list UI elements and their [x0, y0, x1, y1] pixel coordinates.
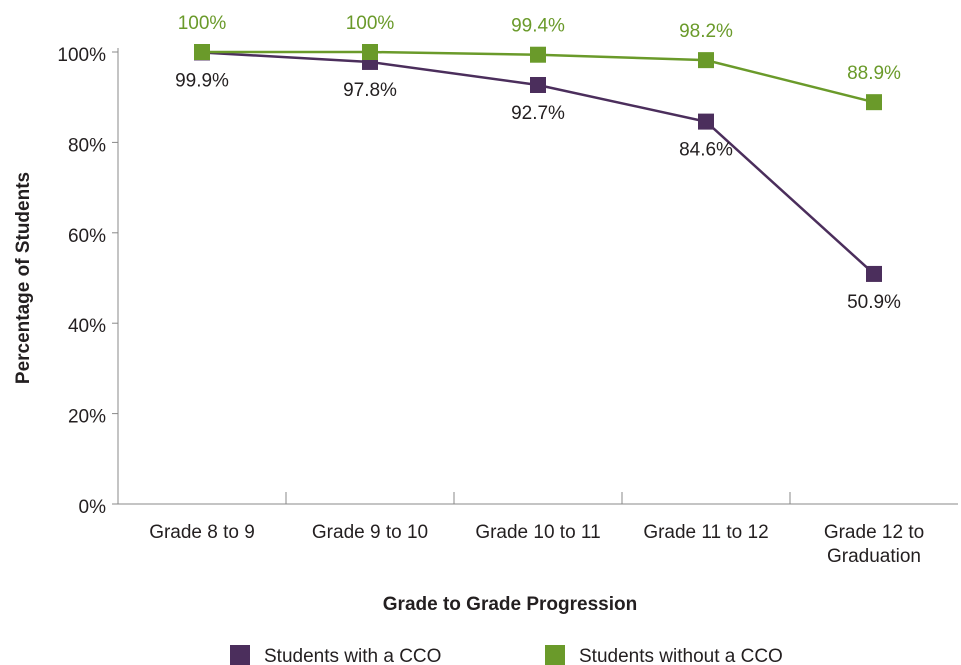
y-tick-label: 20% — [68, 407, 106, 428]
data-label: 99.4% — [511, 16, 565, 37]
y-tick-label: 100% — [57, 45, 106, 66]
data-label: 100% — [178, 13, 227, 34]
x-tick-label: Grade 10 to 11 — [475, 522, 601, 543]
legend-swatch — [545, 645, 565, 665]
data-label: 88.9% — [847, 63, 901, 84]
legend-swatch — [230, 645, 250, 665]
data-label: 92.7% — [511, 103, 565, 124]
legend-label: Students without a CCO — [579, 646, 783, 665]
y-tick-label: 40% — [68, 316, 106, 337]
data-point — [194, 44, 210, 60]
data-label: 98.2% — [679, 21, 733, 42]
x-tick-label: Grade 12 to Graduation — [823, 522, 925, 567]
data-label: 99.9% — [175, 70, 229, 91]
data-label: 50.9% — [847, 292, 901, 313]
data-point — [530, 46, 546, 63]
y-tick-label: 80% — [68, 135, 106, 156]
data-point — [362, 44, 378, 60]
data-point — [698, 52, 714, 69]
y-tick-label: 0% — [79, 497, 107, 518]
x-tick-label: Grade 9 to 10 — [311, 522, 429, 543]
data-label: 100% — [346, 13, 395, 34]
x-tick-label: Grade 11 to 12 — [643, 522, 769, 543]
data-point — [698, 113, 714, 130]
data-point — [866, 265, 882, 282]
x-axis-title: Grade to Grade Progression — [383, 594, 637, 615]
x-tick-label: Grade 8 to 9 — [149, 522, 255, 543]
legend-label: Students with a CCO — [264, 646, 441, 665]
data-label: 97.8% — [343, 80, 397, 101]
data-label: 84.6% — [679, 140, 733, 161]
y-axis-title: Percentage of Students — [13, 172, 34, 384]
data-point — [530, 76, 546, 93]
y-tick-label: 60% — [68, 226, 106, 247]
data-point — [866, 94, 882, 111]
